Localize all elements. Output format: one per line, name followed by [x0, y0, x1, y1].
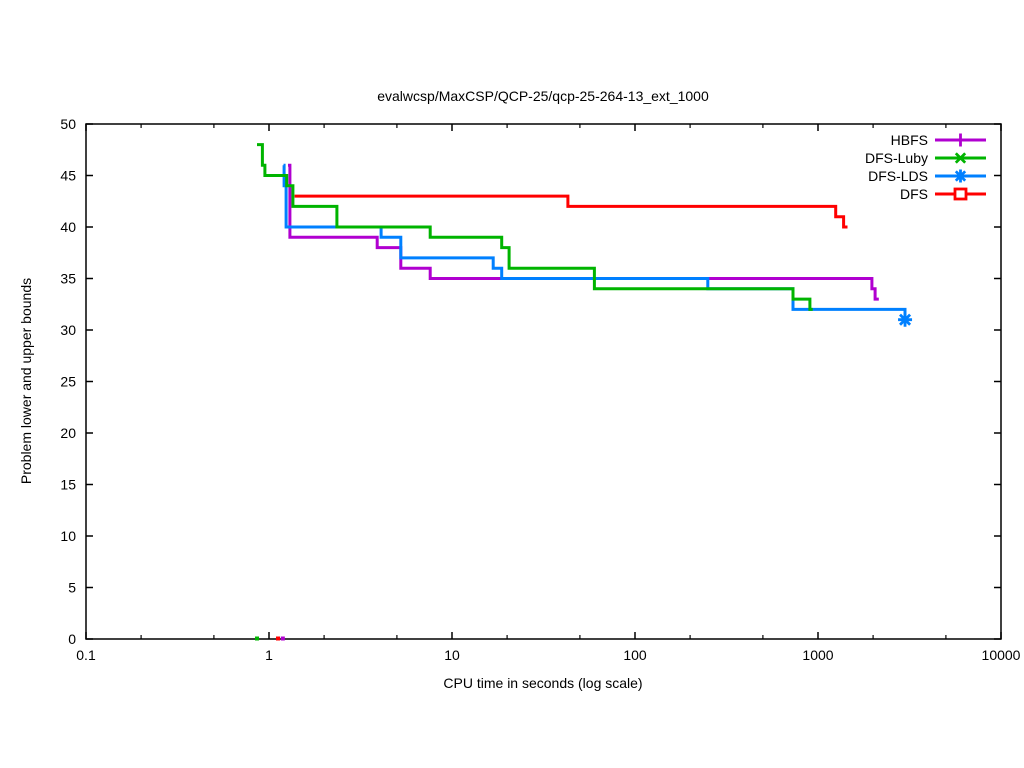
marker-asterisk: [954, 169, 967, 183]
x-tick-label: 100: [623, 647, 647, 663]
y-tick-label: 5: [68, 580, 76, 596]
marker-open-square: [953, 187, 968, 201]
y-tick-label: 10: [60, 528, 76, 544]
series-DFS: [276, 194, 848, 641]
y-tick-label: 0: [68, 631, 76, 647]
series-HBFS: [280, 163, 879, 641]
y-axis-label: Problem lower and upper bounds: [18, 278, 34, 484]
y-tick-label: 30: [60, 322, 76, 338]
lower-bound-point-HBFS: [280, 636, 285, 641]
series-line-DFS: [294, 194, 848, 229]
x-tick-label: 1000: [802, 647, 833, 663]
y-tick-label: 20: [60, 425, 76, 441]
chart-title: evalwcsp/MaxCSP/QCP-25/qcp-25-264-13_ext…: [377, 88, 709, 104]
marker-plus: [954, 133, 967, 147]
legend-entry-HBFS: HBFS: [891, 132, 986, 148]
legend: HBFS DFS-Luby DFS-LDS DFS: [865, 132, 986, 202]
series-line-HBFS: [288, 163, 879, 301]
plot-area: 0.1 1 10 100 1000 10000 0 5 10 15 20 25 30 35 40 45 50 HB…: [60, 116, 1020, 663]
legend-label: DFS-Luby: [865, 150, 928, 166]
legend-entry-DFS: DFS: [900, 186, 986, 202]
y-tick-label: 25: [60, 374, 76, 390]
x-axis-label: CPU time in seconds (log scale): [443, 675, 642, 691]
x-tick-label: 10: [444, 647, 460, 663]
y-tick-label: 40: [60, 219, 76, 235]
x-tick-label: 1: [265, 647, 273, 663]
plot-border: [85, 123, 1002, 640]
series-line-DFS-Luby: [257, 143, 813, 311]
legend-label: DFS-LDS: [868, 168, 928, 184]
y-tick-label: 50: [60, 116, 76, 132]
legend-label: HBFS: [891, 132, 928, 148]
legend-label: DFS: [900, 186, 928, 202]
y-tick-label: 35: [60, 271, 76, 287]
x-tick-label: 10000: [982, 647, 1021, 663]
legend-entry-DFS-LDS: DFS-LDS: [868, 168, 986, 184]
legend-entry-DFS-Luby: DFS-Luby: [865, 150, 986, 166]
lower-bound-point-DFS-Luby: [255, 636, 260, 641]
lower-bound-point-DFS: [276, 636, 281, 641]
marker-asterisk: [898, 312, 913, 327]
x-tick-label: 0.1: [76, 647, 96, 663]
y-tick-label: 15: [60, 477, 76, 493]
y-tick-label: 45: [60, 168, 76, 184]
marker-cross: [954, 152, 967, 164]
series-DFS-Luby: [255, 143, 813, 641]
